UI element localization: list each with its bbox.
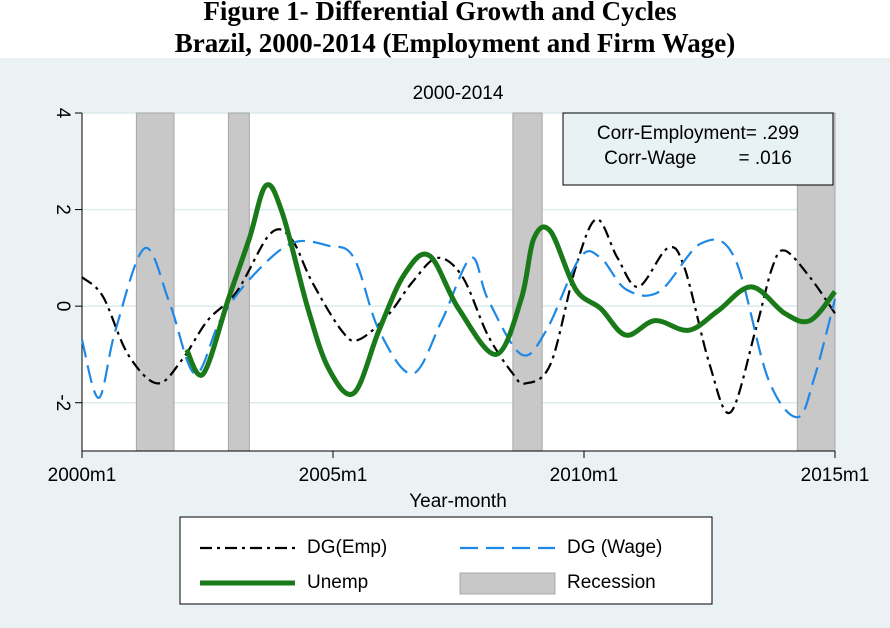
annotation-box xyxy=(562,112,834,186)
legend-label: DG (Wage) xyxy=(567,537,662,558)
x-tick-label: 2010m1 xyxy=(550,465,619,486)
legend-label: Recession xyxy=(567,572,656,593)
x-tick-label: 2005m1 xyxy=(299,465,368,486)
annotation: Corr-Employment= .299 xyxy=(597,123,799,144)
line-series xyxy=(184,182,837,397)
legend-label: DG(Emp) xyxy=(307,537,387,558)
x-axis-label: Year-month xyxy=(409,491,507,512)
plot-title: 2000-2014 xyxy=(413,83,504,104)
chart-subtitle: Brazil, 2000-2014 (Employment and Firm W… xyxy=(175,28,735,58)
legend-box xyxy=(179,516,713,605)
x-tick-label: 2000m1 xyxy=(48,465,117,486)
recession-band xyxy=(135,112,175,452)
recession-band xyxy=(227,112,250,452)
line-series xyxy=(80,238,837,419)
y-tick-label: -2 xyxy=(52,394,73,411)
x-tick-label: 2015m1 xyxy=(801,465,870,486)
y-tick-label: 0 xyxy=(52,301,73,312)
annotation: Corr-Wage = .016 xyxy=(604,148,792,169)
legend-label: Unemp xyxy=(307,572,368,593)
chart-title: Figure 1- Differential Growth and Cycles xyxy=(203,0,676,26)
legend-swatch xyxy=(459,572,556,595)
y-tick-label: 2 xyxy=(52,204,73,215)
y-tick-label: 4 xyxy=(52,108,73,119)
